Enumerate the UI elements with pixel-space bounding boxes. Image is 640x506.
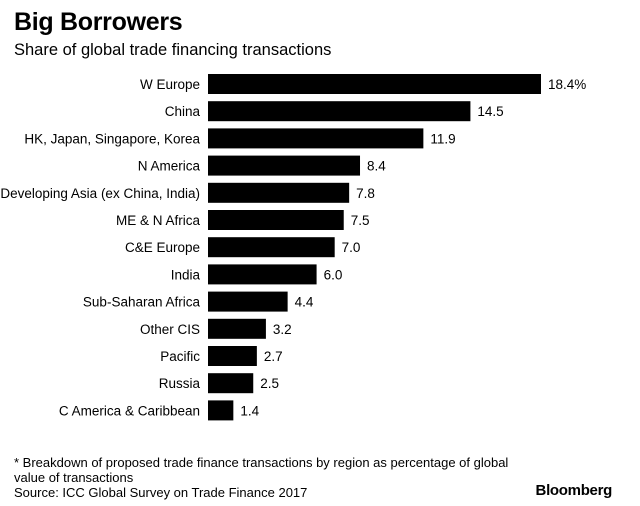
- category-label: ME & N Africa: [116, 213, 201, 228]
- bloomberg-logo: Bloomberg: [535, 482, 613, 499]
- chart-subtitle: Share of global trade financing transact…: [14, 41, 332, 59]
- source-note: Source: ICC Global Survey on Trade Finan…: [14, 485, 308, 500]
- value-label: 2.5: [260, 376, 279, 391]
- value-label: 3.2: [273, 322, 292, 337]
- category-label: India: [171, 267, 201, 282]
- bar: [208, 128, 424, 149]
- bar: [208, 373, 254, 394]
- bar: [208, 264, 317, 285]
- category-label: Pacific: [160, 349, 200, 364]
- value-label: 1.4: [240, 403, 259, 418]
- value-label: 14.5: [477, 104, 503, 119]
- value-label: 7.0: [342, 240, 361, 255]
- value-label: 8.4: [367, 159, 386, 174]
- category-label: N America: [138, 159, 201, 174]
- chart-title: Big Borrowers: [14, 8, 183, 36]
- category-label: Other CIS: [140, 322, 200, 337]
- bar: [208, 400, 234, 421]
- category-label: Russia: [159, 376, 201, 391]
- category-label: Sub-Saharan Africa: [83, 295, 201, 310]
- value-label: 7.5: [351, 213, 370, 228]
- category-label: Developing Asia (ex China, India): [0, 186, 200, 201]
- bar: [208, 291, 288, 312]
- footnote: * Breakdown of proposed trade finance tr…: [14, 455, 509, 485]
- value-label: 6.0: [324, 267, 343, 282]
- value-label: 2.7: [264, 349, 283, 364]
- category-label: China: [165, 104, 201, 119]
- value-label: 11.9: [430, 131, 455, 146]
- category-label: C America & Caribbean: [59, 403, 200, 418]
- bar: [208, 237, 335, 258]
- bar: [208, 182, 350, 203]
- bar: [208, 210, 344, 230]
- bar: [208, 155, 361, 176]
- bar: [208, 318, 266, 339]
- category-label: HK, Japan, Singapore, Korea: [24, 131, 200, 146]
- bar: [208, 74, 541, 94]
- category-label: C&E Europe: [125, 240, 200, 255]
- bar: [208, 346, 257, 366]
- bar: [208, 101, 471, 122]
- value-label: 4.4: [295, 295, 314, 310]
- value-label: 7.8: [356, 186, 375, 201]
- category-label: W Europe: [140, 77, 200, 92]
- value-label: 18.4%: [548, 77, 586, 92]
